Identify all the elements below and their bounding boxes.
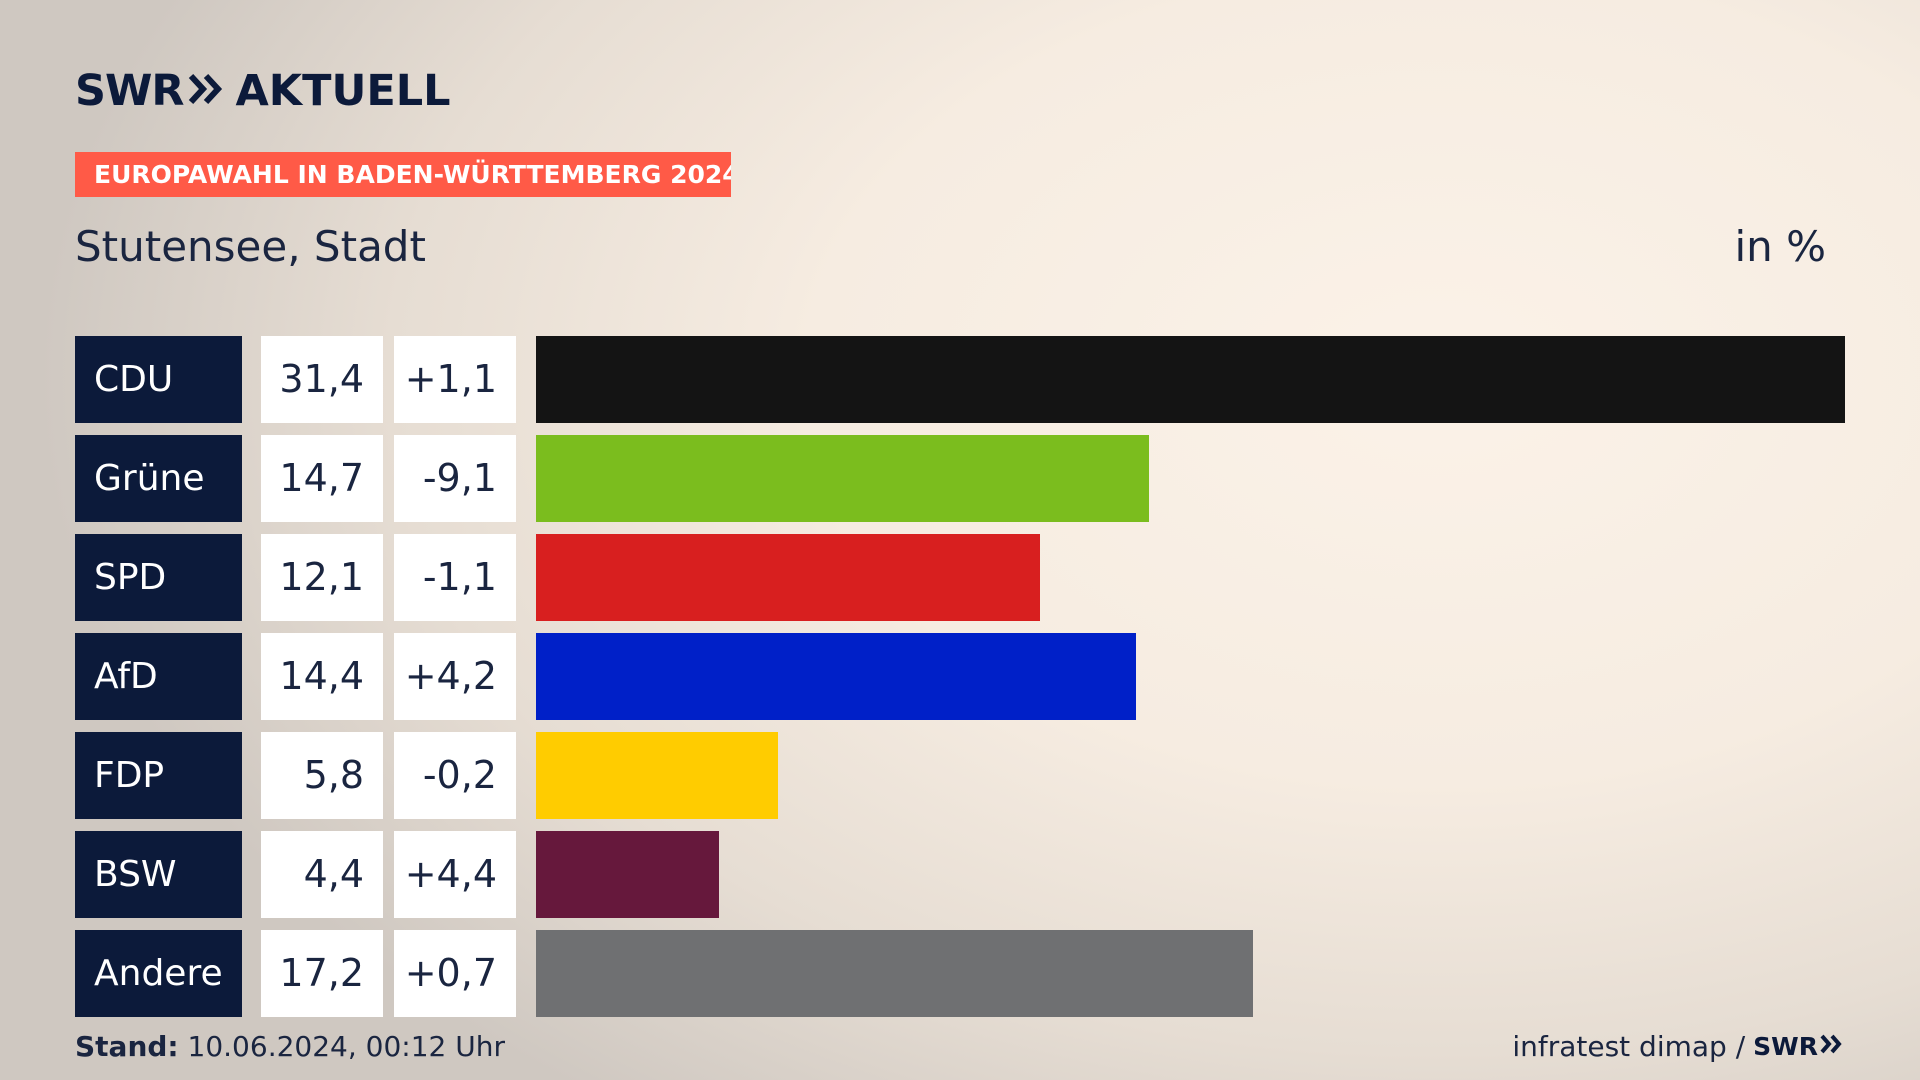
difference-label: +4,2 [394, 633, 516, 720]
chart-row: FDP 5,8 -0,2 [75, 732, 1845, 819]
unit-label: in % [1734, 222, 1826, 271]
party-label: AfD [75, 633, 242, 720]
party-label: Grüne [75, 435, 242, 522]
party-label: BSW [75, 831, 242, 918]
timestamp: Stand: 10.06.2024, 00:12 Uhr [75, 1030, 505, 1063]
difference-label: -1,1 [394, 534, 516, 621]
place-title: Stutensee, Stadt [75, 222, 426, 271]
logo-product: AKTUELL [235, 66, 451, 116]
difference-label: +4,4 [394, 831, 516, 918]
footer-chevron-icon [1820, 1030, 1844, 1063]
bar [536, 435, 1149, 522]
footer-logo-text: SWR [1753, 1032, 1818, 1061]
footer-logo: SWR [1753, 1032, 1818, 1061]
chart-row: BSW 4,4 +4,4 [75, 831, 1845, 918]
difference-label: +1,1 [394, 336, 516, 423]
election-badge: EUROPAWAHL IN BADEN-WÜRTTEMBERG 2024 [75, 152, 731, 197]
bar [536, 930, 1253, 1017]
double-chevron-icon [188, 70, 226, 112]
party-label: SPD [75, 534, 242, 621]
bar [536, 633, 1136, 720]
party-label: Andere [75, 930, 242, 1017]
source-text: infratest dimap / [1512, 1030, 1746, 1063]
difference-label: -9,1 [394, 435, 516, 522]
value-label: 12,1 [261, 534, 383, 621]
chart-row: AfD 14,4 +4,2 [75, 633, 1845, 720]
stand-label: Stand: [75, 1030, 179, 1063]
difference-label: -0,2 [394, 732, 516, 819]
chart-row: Grüne 14,7 -9,1 [75, 435, 1845, 522]
stand-value: 10.06.2024, 00:12 Uhr [187, 1030, 505, 1063]
bar [536, 534, 1040, 621]
party-label: CDU [75, 336, 242, 423]
bar [536, 732, 778, 819]
value-label: 31,4 [261, 336, 383, 423]
value-label: 14,4 [261, 633, 383, 720]
value-label: 5,8 [261, 732, 383, 819]
value-label: 14,7 [261, 435, 383, 522]
bar [536, 831, 719, 918]
logo-brand: SWR [75, 66, 185, 116]
chart-row: SPD 12,1 -1,1 [75, 534, 1845, 621]
value-label: 4,4 [261, 831, 383, 918]
source-credit: infratest dimap / SWR [1512, 1030, 1844, 1063]
party-label: FDP [75, 732, 242, 819]
value-label: 17,2 [261, 930, 383, 1017]
difference-label: +0,7 [394, 930, 516, 1017]
swr-aktuell-logo: SWR AKTUELL [75, 66, 451, 116]
chart-row: Andere 17,2 +0,7 [75, 930, 1845, 1017]
bar [536, 336, 1845, 423]
chart-row: CDU 31,4 +1,1 [75, 336, 1845, 423]
